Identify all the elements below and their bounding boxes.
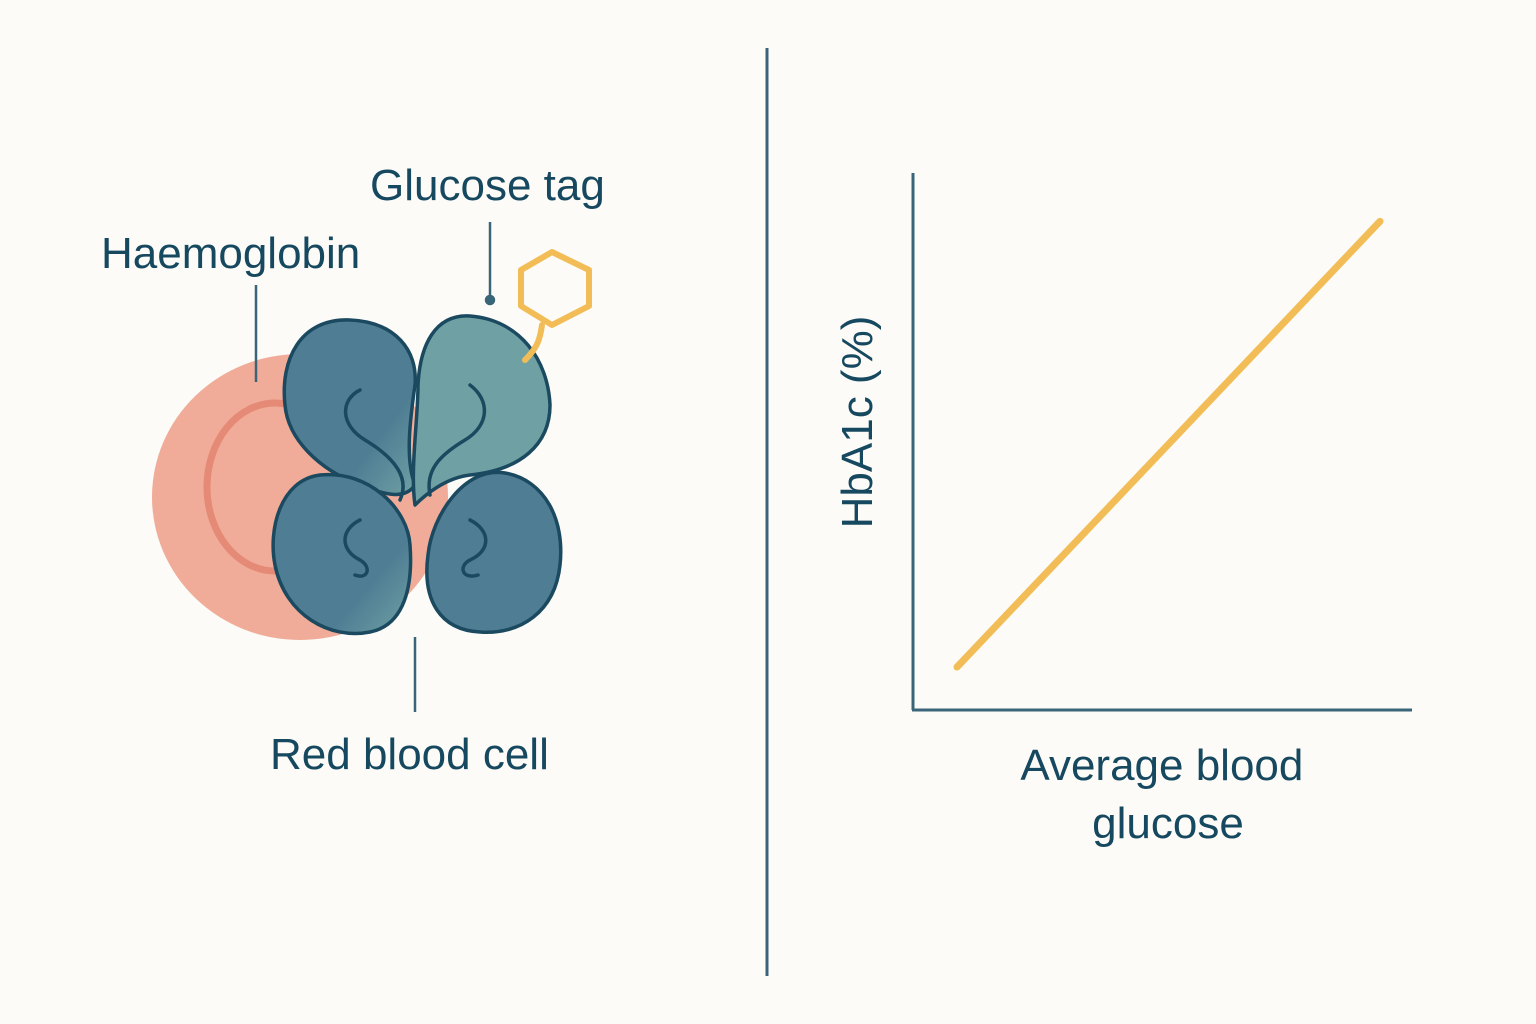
- x-axis-label-line-2: glucose: [1092, 799, 1244, 848]
- subunit-top-right: [411, 314, 552, 507]
- haemoglobin-label: Haemoglobin: [101, 229, 360, 278]
- hba1c-trend-line: [953, 217, 1384, 671]
- subunit-bottom-left: [271, 472, 413, 636]
- hba1c-chart: HbA1c (%) Average blood glucose: [833, 173, 1412, 848]
- red-blood-cell-label: Red blood cell: [270, 730, 549, 779]
- glucose-tag-label: Glucose tag: [370, 161, 605, 210]
- haemoglobin-diagram: Glucose tag Haemoglobin Red blood cell: [101, 161, 605, 779]
- leader-lines: [254, 222, 496, 712]
- x-axis-label-line-1: Average blood: [1020, 741, 1303, 790]
- subunit-bottom-right: [425, 470, 563, 634]
- y-axis-label: HbA1c (%): [833, 316, 882, 529]
- x-axis-label: Average blood glucose: [1020, 741, 1315, 848]
- glucose-hexagon-icon: [518, 249, 592, 363]
- haemoglobin-icon: [271, 314, 563, 636]
